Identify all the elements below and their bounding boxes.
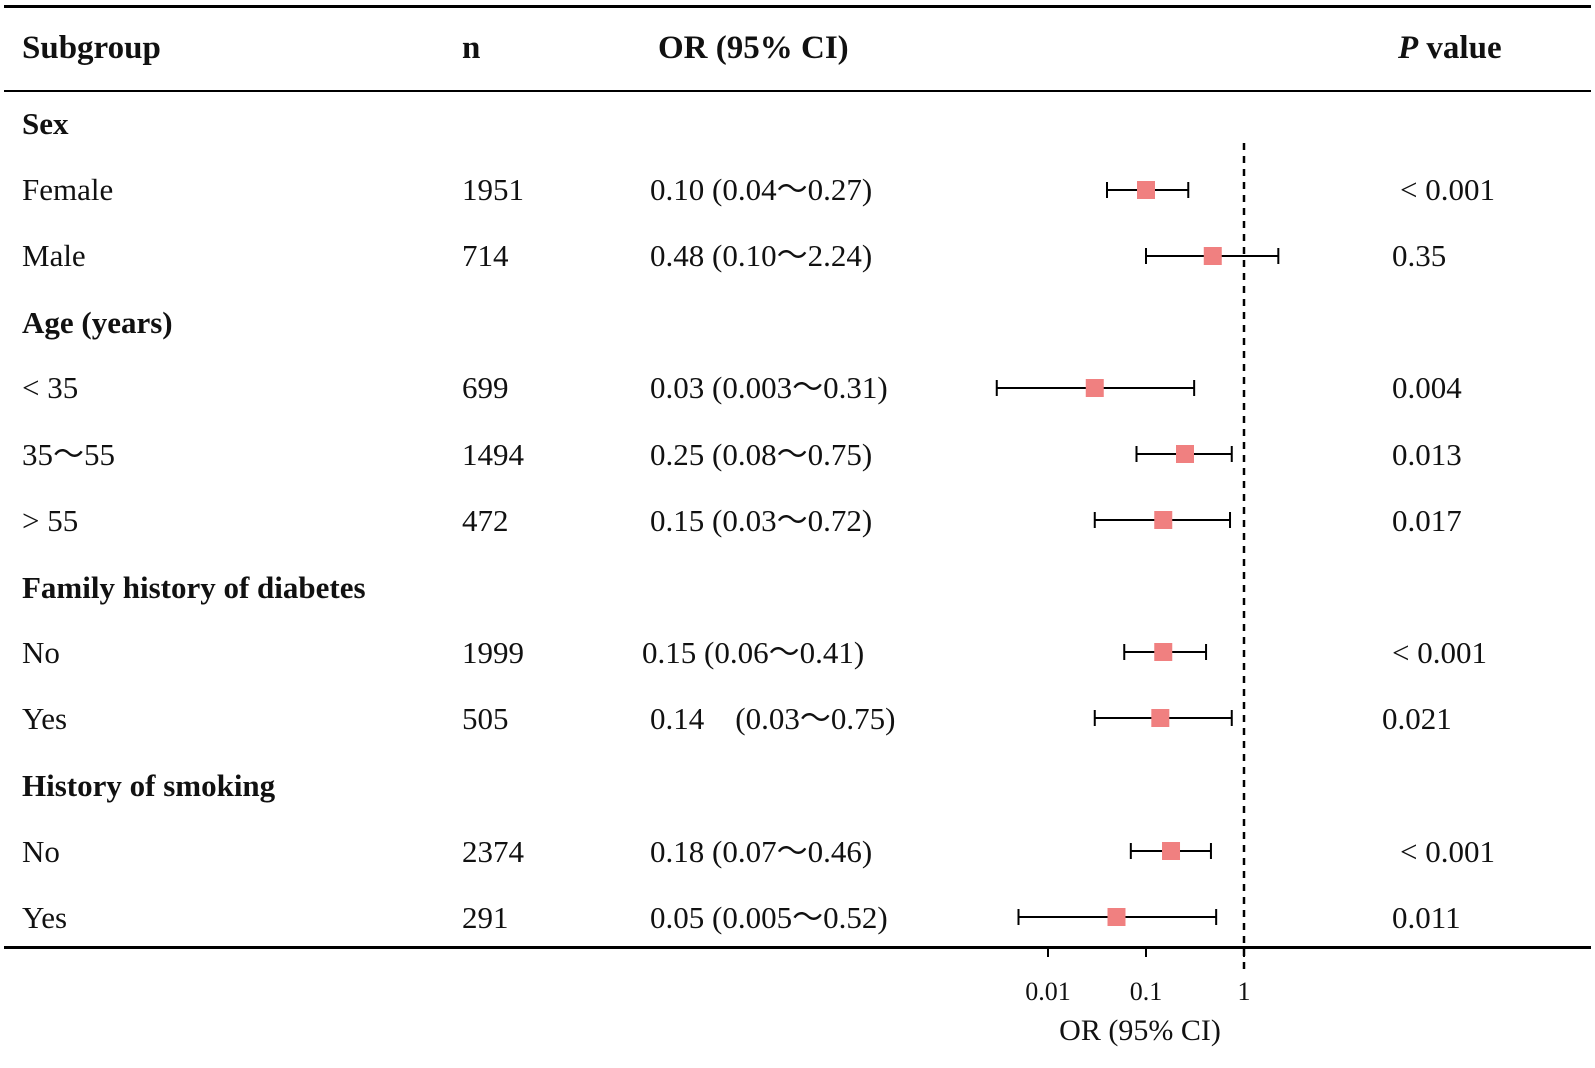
or-ci-text: 0.03 (0.003～0.31) bbox=[650, 370, 888, 405]
or-point-marker bbox=[1085, 379, 1104, 397]
p-value: 0.004 bbox=[1392, 370, 1462, 405]
or-ci-text: 0.25 (0.08～0.75) bbox=[650, 437, 873, 472]
x-axis-label: OR (95% CI) bbox=[1059, 1014, 1221, 1047]
header-rule bbox=[4, 90, 1591, 92]
or-point-marker bbox=[1203, 247, 1222, 265]
n-value: 291 bbox=[462, 900, 509, 935]
subgroup-label: 35～55 bbox=[22, 437, 115, 472]
n-value: 699 bbox=[462, 370, 509, 405]
header-p-italic: P bbox=[1398, 30, 1419, 66]
subgroup-label: Yes bbox=[22, 900, 68, 935]
n-value: 472 bbox=[462, 503, 509, 538]
p-value: 0.013 bbox=[1392, 437, 1462, 472]
p-value: 0.017 bbox=[1392, 503, 1462, 538]
group-heading: History of smoking bbox=[22, 768, 276, 803]
group-heading: Sex bbox=[22, 106, 69, 141]
subgroup-label: Female bbox=[22, 172, 114, 207]
or-ci-text: 0.15 (0.06～0.41) bbox=[642, 635, 865, 670]
p-value: 0.021 bbox=[1382, 701, 1452, 736]
or-point-marker bbox=[1151, 709, 1170, 727]
or-point-marker bbox=[1175, 445, 1194, 463]
or-ci-text: 0.05 (0.005～0.52) bbox=[650, 900, 888, 935]
bottom-rule bbox=[4, 946, 1591, 949]
p-value: 0.35 bbox=[1392, 238, 1447, 273]
x-tick-label: 0.01 bbox=[1025, 977, 1071, 1006]
header-n: n bbox=[462, 30, 481, 66]
or-ci-text: 0.15 (0.03～0.72) bbox=[650, 503, 873, 538]
x-tick-label: 0.1 bbox=[1130, 977, 1163, 1006]
subgroup-label: Yes bbox=[22, 701, 68, 736]
subgroup-label: No bbox=[22, 834, 60, 869]
p-value: < 0.001 bbox=[1400, 172, 1495, 207]
or-ci-text: 0.10 (0.04～0.27) bbox=[650, 172, 873, 207]
or-ci-text: 0.48 (0.10～2.24) bbox=[650, 238, 873, 273]
p-value: < 0.001 bbox=[1392, 635, 1487, 670]
x-tick-label: 1 bbox=[1238, 977, 1251, 1006]
or-ci-text: 0.14 (0.03～0.75) bbox=[650, 701, 896, 736]
header-subgroup: Subgroup bbox=[22, 30, 161, 66]
subgroup-label: < 35 bbox=[22, 370, 79, 405]
n-value: 1951 bbox=[462, 172, 524, 207]
or-point-marker bbox=[1162, 842, 1181, 860]
top-rule bbox=[4, 5, 1591, 8]
or-point-marker bbox=[1137, 181, 1155, 199]
group-heading: Age (years) bbox=[22, 305, 173, 340]
n-value: 1494 bbox=[462, 437, 524, 472]
group-heading: Family history of diabetes bbox=[22, 570, 366, 605]
subgroup-label: > 55 bbox=[22, 503, 79, 538]
header-or-ci: OR (95% CI) bbox=[658, 30, 849, 66]
p-value: < 0.001 bbox=[1400, 834, 1495, 869]
header-p-value: P value bbox=[1398, 32, 1502, 65]
or-ci-text: 0.18 (0.07～0.46) bbox=[650, 834, 873, 869]
header-p-rest: value bbox=[1418, 30, 1502, 66]
p-value: 0.011 bbox=[1392, 900, 1461, 935]
or-point-marker bbox=[1154, 643, 1173, 661]
or-point-marker bbox=[1107, 908, 1126, 926]
subgroup-label: Male bbox=[22, 238, 86, 273]
subgroup-label: No bbox=[22, 635, 60, 670]
n-value: 1999 bbox=[462, 635, 524, 670]
or-point-marker bbox=[1154, 511, 1173, 529]
n-value: 714 bbox=[462, 238, 509, 273]
n-value: 2374 bbox=[462, 834, 524, 869]
n-value: 505 bbox=[462, 701, 509, 736]
